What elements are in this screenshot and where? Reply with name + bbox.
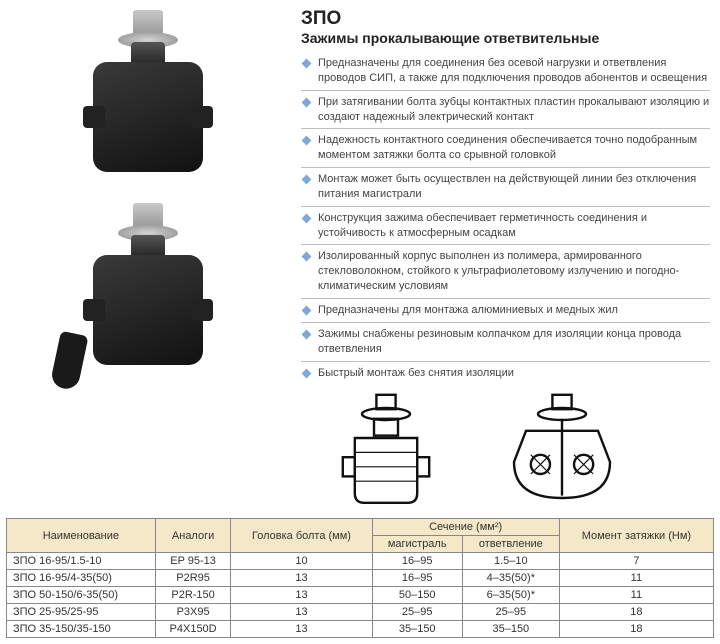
drawing-front [311, 390, 461, 510]
product-photo-2 [73, 203, 223, 378]
cell-analog: P4X150D [155, 621, 231, 638]
cell-name: ЗПО 16-95/1.5-10 [7, 553, 156, 570]
cell-name: ЗПО 25-95/25-95 [7, 604, 156, 621]
cell-branch: 25–95 [462, 604, 559, 621]
cell-torque: 11 [559, 570, 713, 587]
bullet-icon [302, 306, 312, 316]
table-row: ЗПО 50-150/6-35(50) P2R-150 13 50–150 6–… [7, 587, 714, 604]
feature-text: При затягивании болта зубцы контактных п… [318, 95, 710, 125]
bullet-icon [302, 97, 312, 107]
product-subtitle: Зажимы прокалывающие ответвительные [301, 30, 710, 46]
cell-name: ЗПО 35-150/35-150 [7, 621, 156, 638]
cell-torque: 11 [559, 587, 713, 604]
col-main: магистраль [372, 536, 462, 553]
table-row: ЗПО 16-95/4-35(50) P2R95 13 16–95 4–35(5… [7, 570, 714, 587]
bullet-icon [302, 59, 312, 69]
product-photo-1 [73, 10, 223, 185]
cell-bolthead: 13 [231, 604, 372, 621]
cell-analog: P3X95 [155, 604, 231, 621]
cell-name: ЗПО 16-95/4-35(50) [7, 570, 156, 587]
cell-bolthead: 13 [231, 587, 372, 604]
feature-text: Предназначены для соединения без осевой … [318, 56, 710, 86]
bullet-icon [302, 175, 312, 185]
col-branch: ответвление [462, 536, 559, 553]
drawing-section [487, 390, 637, 510]
cell-main: 16–95 [372, 570, 462, 587]
col-section: Сечение (мм²) [372, 519, 559, 536]
col-bolthead: Головка болта (мм) [231, 519, 372, 553]
feature-text: Быстрый монтаж без снятия изоляции [318, 366, 710, 381]
cell-branch: 35–150 [462, 621, 559, 638]
cell-torque: 18 [559, 621, 713, 638]
cell-analog: P2R95 [155, 570, 231, 587]
table-row: ЗПО 35-150/35-150 P4X150D 13 35–150 35–1… [7, 621, 714, 638]
bullet-icon [302, 136, 312, 146]
table-row: ЗПО 16-95/1.5-10 EP 95-13 10 16–95 1.5–1… [7, 553, 714, 570]
bullet-icon [302, 252, 312, 262]
col-torque: Момент затяжки (Нм) [559, 519, 713, 553]
feature-text: Конструкция зажима обеспечивает герметич… [318, 211, 710, 241]
cell-analog: EP 95-13 [155, 553, 231, 570]
col-analog: Аналоги [155, 519, 231, 553]
cell-bolthead: 10 [231, 553, 372, 570]
cell-main: 25–95 [372, 604, 462, 621]
cell-bolthead: 13 [231, 621, 372, 638]
feature-text: Изолированный корпус выполнен из полимер… [318, 249, 710, 294]
technical-drawings [311, 390, 710, 510]
cell-torque: 7 [559, 553, 713, 570]
bullet-icon [302, 213, 312, 223]
cell-branch: 1.5–10 [462, 553, 559, 570]
cell-bolthead: 13 [231, 570, 372, 587]
bullet-icon [302, 329, 312, 339]
cell-main: 35–150 [372, 621, 462, 638]
col-name: Наименование [7, 519, 156, 553]
cell-main: 16–95 [372, 553, 462, 570]
cell-name: ЗПО 50-150/6-35(50) [7, 587, 156, 604]
feature-list: Предназначены для соединения без осевой … [301, 52, 710, 384]
product-title: ЗПО [301, 8, 710, 30]
specs-table: Наименование Аналоги Головка болта (мм) … [6, 518, 714, 638]
product-images [0, 0, 295, 516]
feature-text: Надежность контактного соединения обеспе… [318, 133, 710, 163]
cell-branch: 6–35(50)* [462, 587, 559, 604]
cell-branch: 4–35(50)* [462, 570, 559, 587]
feature-text: Зажимы снабжены резиновым колпачком для … [318, 327, 710, 357]
table-row: ЗПО 25-95/25-95 P3X95 13 25–95 25–95 18 [7, 604, 714, 621]
cell-analog: P2R-150 [155, 587, 231, 604]
bullet-icon [302, 368, 312, 378]
cell-torque: 18 [559, 604, 713, 621]
feature-text: Предназначены для монтажа алюминиевых и … [318, 303, 710, 318]
cell-main: 50–150 [372, 587, 462, 604]
feature-text: Монтаж может быть осуществлен на действу… [318, 172, 710, 202]
